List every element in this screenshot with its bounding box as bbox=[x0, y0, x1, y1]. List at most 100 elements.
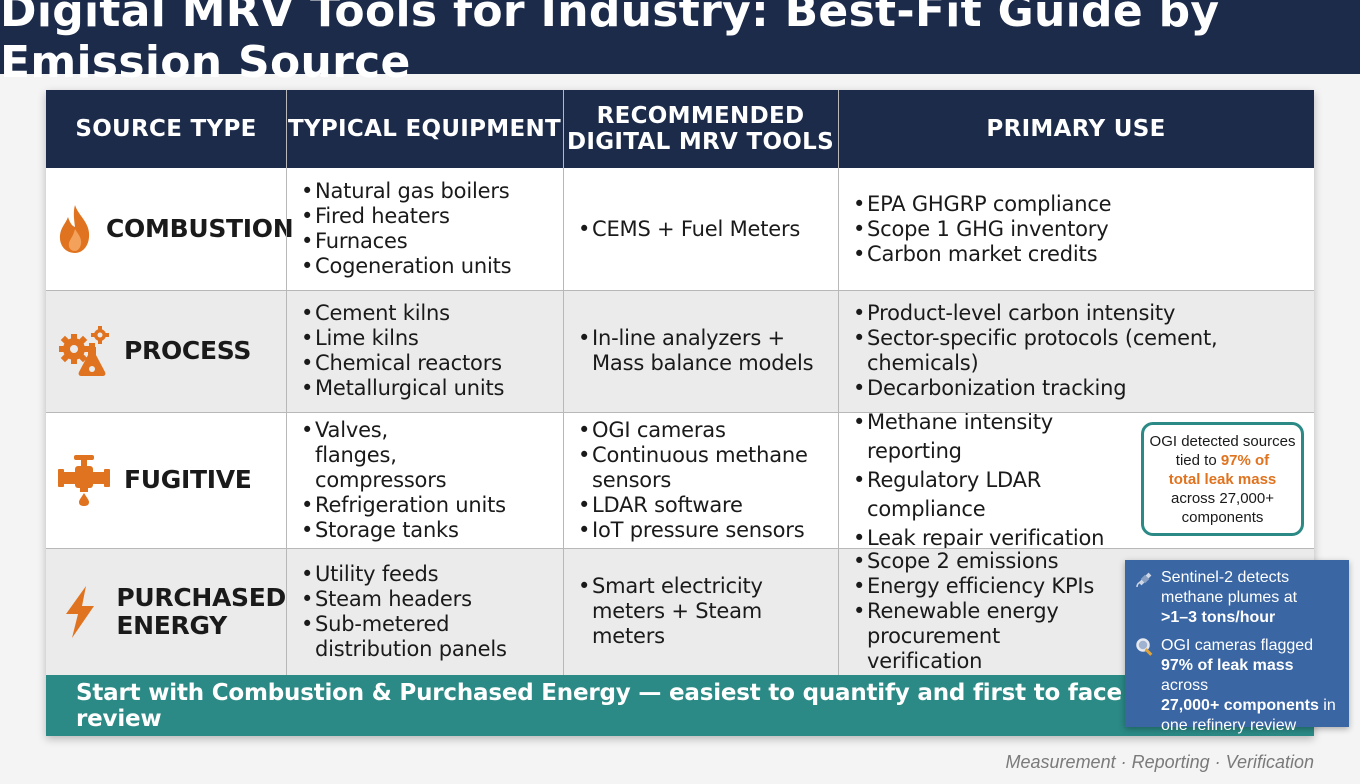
uses-cell: Product-level carbon intensity Sector-sp… bbox=[853, 290, 1308, 412]
source-cell: FUGITIVE bbox=[46, 412, 286, 548]
equipment-cell: Natural gas boilers Fired heaters Furnac… bbox=[301, 168, 561, 290]
source-label-line1: PURCHASED bbox=[116, 582, 286, 612]
evidence-item: OGI cameras flagged 97% of leak mass acr… bbox=[1135, 636, 1341, 736]
gear-flask-icon bbox=[54, 325, 114, 377]
lightning-icon bbox=[54, 584, 106, 640]
equipment-item: Utility feeds bbox=[301, 562, 515, 587]
equipment-item: Metallurgical units bbox=[301, 376, 505, 401]
equipment-item: Refrigeration units bbox=[301, 493, 506, 518]
source-label: FUGITIVE bbox=[124, 465, 252, 494]
header-typical-equipment: TYPICAL EQUIPMENT bbox=[287, 116, 562, 142]
evidence-text-bold: 27,000+ components bbox=[1161, 697, 1319, 714]
source-cell: PURCHASED ENERGY bbox=[46, 548, 286, 675]
source-label-line2: ENERGY bbox=[116, 610, 227, 640]
uses-cell: EPA GHGRP compliance Scope 1 GHG invento… bbox=[853, 168, 1303, 290]
table-row-fugitive: FUGITIVE Valves, flanges, compressors Re… bbox=[46, 408, 1314, 553]
row-divider bbox=[46, 548, 1314, 549]
tools-cell: In-line analyzers + Mass balance models bbox=[578, 290, 828, 412]
ogi-line4: across 27,000+ bbox=[1171, 489, 1274, 507]
evidence-text-bold: >1–3 tons/hour bbox=[1161, 609, 1276, 626]
equipment-item: Cogeneration units bbox=[301, 254, 512, 279]
source-label: PROCESS bbox=[124, 336, 252, 365]
header-source-type: SOURCE TYPE bbox=[75, 116, 257, 142]
equipment-item: Cement kilns bbox=[301, 301, 504, 326]
title-bar: Digital MRV Tools for Industry: Best-Fit… bbox=[0, 0, 1360, 88]
equipment-cell: Valves, flanges, compressors Refrigerati… bbox=[301, 412, 561, 548]
equipment-item: Chemical reactors bbox=[301, 351, 504, 376]
tools-item: In-line analyzers + Mass balance models bbox=[578, 326, 828, 376]
equipment-cell: Cement kilns Lime kilns Chemical reactor… bbox=[301, 290, 561, 412]
use-item: EPA GHGRP compliance bbox=[853, 192, 1112, 217]
ogi-line2: tied to 97% of bbox=[1176, 451, 1269, 470]
valve-drip-icon bbox=[54, 453, 114, 507]
table-row-process: PROCESS Cement kilns Lime kilns Chemical… bbox=[46, 290, 1314, 412]
equipment-item: Storage tanks bbox=[301, 518, 506, 543]
tools-item: OGI cameras bbox=[578, 418, 812, 443]
equipment-item: Lime kilns bbox=[301, 326, 504, 351]
source-cell: PROCESS bbox=[46, 290, 286, 412]
use-item: Sector-specific protocols (cement, chemi… bbox=[853, 326, 1308, 376]
table-row-purchased-energy: PURCHASED ENERGY Utility feeds Steam hea… bbox=[46, 548, 1314, 675]
column-divider bbox=[286, 90, 287, 675]
use-item: Regulatory LDAR compliance bbox=[853, 466, 1143, 524]
use-item: Methane intensity reporting bbox=[853, 408, 1143, 466]
evidence-text-pre: OGI cameras flagged bbox=[1161, 637, 1314, 654]
tools-cell: CEMS + Fuel Meters bbox=[578, 168, 833, 290]
ogi-line1: OGI detected sources bbox=[1149, 432, 1296, 450]
evidence-item: Sentinel-2 detects methane plumes at >1–… bbox=[1135, 568, 1341, 628]
tools-item: IoT pressure sensors bbox=[578, 518, 812, 543]
column-divider bbox=[563, 90, 564, 675]
equipment-item: Sub-metered distribution panels bbox=[301, 612, 515, 662]
source-label: COMBUSTION bbox=[106, 214, 294, 243]
tools-item: Continuous methane sensors bbox=[578, 443, 812, 493]
ogi-line2-highlight: 97% of bbox=[1220, 451, 1270, 469]
banner-text: Start with Combustion & Purchased Energy… bbox=[76, 679, 1264, 732]
evidence-text: OGI cameras flagged 97% of leak mass acr… bbox=[1161, 636, 1341, 736]
table-body: COMBUSTION Natural gas boilers Fired hea… bbox=[46, 90, 1314, 675]
header-primary-use: PRIMARY USE bbox=[986, 116, 1166, 142]
header-recommended-tools: RECOMMENDED DIGITAL MRV TOOLS bbox=[563, 90, 838, 168]
header-tools-line1: RECOMMENDED bbox=[596, 103, 805, 129]
source-label: PURCHASED ENERGY bbox=[116, 582, 286, 640]
evidence-text: Sentinel-2 detects methane plumes at >1–… bbox=[1161, 568, 1341, 628]
row-divider bbox=[46, 412, 1314, 413]
ogi-line3-highlight: total leak mass bbox=[1168, 470, 1277, 488]
use-item: Scope 2 emissions bbox=[853, 549, 1107, 574]
source-cell: COMBUSTION bbox=[46, 168, 294, 290]
column-divider bbox=[838, 90, 839, 675]
evidence-callout: Sentinel-2 detects methane plumes at >1–… bbox=[1125, 560, 1349, 734]
tools-cell: Smart electricity meters + Steam meters bbox=[578, 548, 828, 675]
use-item: Scope 1 GHG inventory bbox=[853, 217, 1111, 242]
use-item: Carbon market credits bbox=[853, 242, 1111, 267]
recommendation-banner: Start with Combustion & Purchased Energy… bbox=[46, 675, 1314, 736]
evidence-text-bold: 97% of leak mass bbox=[1161, 657, 1294, 674]
satellite-icon bbox=[1135, 568, 1161, 594]
use-item: Product-level carbon intensity bbox=[853, 301, 1308, 326]
equipment-item: Furnaces bbox=[301, 229, 511, 254]
uses-cell: Scope 2 emissions Energy efficiency KPIs… bbox=[853, 548, 1123, 675]
flame-icon bbox=[54, 203, 96, 255]
tools-item: Smart electricity meters + Steam meters bbox=[578, 574, 824, 649]
tools-item: CEMS + Fuel Meters bbox=[578, 217, 800, 242]
footer-tagline: Measurement · Reporting · Verification bbox=[1005, 752, 1314, 772]
equipment-item: Valves, flanges, compressors bbox=[301, 418, 475, 493]
magnifier-icon bbox=[1135, 636, 1161, 662]
use-item: Energy efficiency KPIs bbox=[853, 574, 1107, 599]
evidence-text-mid: across bbox=[1161, 677, 1209, 694]
equipment-item: Natural gas boilers bbox=[301, 179, 511, 204]
use-item: Leak repair verification bbox=[853, 524, 1143, 553]
mrv-table: SOURCE TYPE TYPICAL EQUIPMENT RECOMMENDE… bbox=[46, 90, 1314, 736]
table-header: SOURCE TYPE TYPICAL EQUIPMENT RECOMMENDE… bbox=[46, 90, 1314, 168]
row-divider bbox=[46, 290, 1314, 291]
evidence-text-main: Sentinel-2 detects methane plumes at bbox=[1161, 569, 1298, 606]
ogi-line2-pre: tied to bbox=[1175, 451, 1221, 469]
equipment-cell: Utility feeds Steam headers Sub-metered … bbox=[301, 548, 561, 675]
ogi-callout: OGI detected sources tied to 97% of tota… bbox=[1141, 422, 1304, 536]
use-item: Decarbonization tracking bbox=[853, 376, 1308, 401]
uses-cell: Methane intensity reporting Regulatory L… bbox=[853, 408, 1143, 553]
use-item: Renewable energy procurement verificatio… bbox=[853, 599, 1107, 674]
ogi-line5: components bbox=[1181, 508, 1264, 526]
equipment-item: Steam headers bbox=[301, 587, 515, 612]
tools-item: LDAR software bbox=[578, 493, 812, 518]
page-title: Digital MRV Tools for Industry: Best-Fit… bbox=[0, 0, 1220, 88]
